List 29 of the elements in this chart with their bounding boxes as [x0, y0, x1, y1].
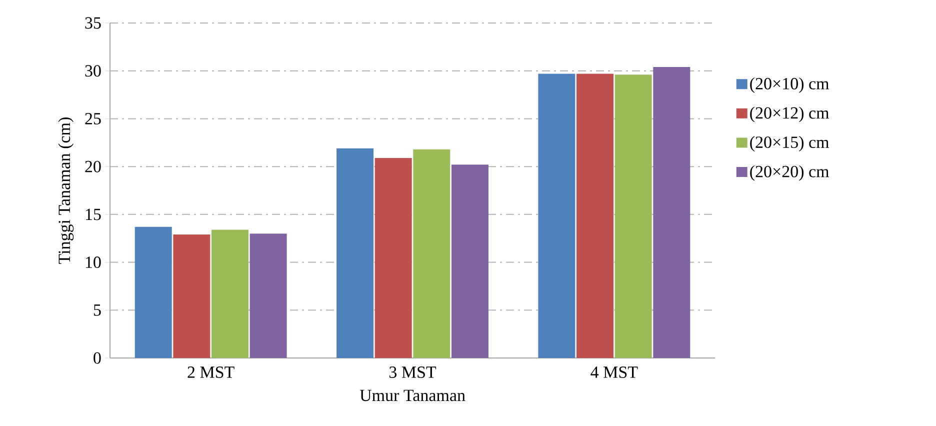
bar: [250, 234, 287, 358]
legend-label: (20×12) cm: [750, 106, 830, 122]
bar: [413, 149, 450, 358]
y-tick-label: 0: [94, 352, 101, 364]
y-axis-title: Tinggi Tanaman (cm): [58, 118, 74, 264]
legend-label: (20×10) cm: [750, 77, 830, 93]
x-axis-title: Umur Tanaman: [360, 390, 466, 402]
bar: [653, 67, 690, 358]
bar: [538, 74, 576, 358]
y-tick-label: 20: [85, 160, 101, 172]
y-tick-label: 5: [94, 304, 101, 316]
y-tick-label: 25: [85, 113, 101, 124]
bar: [374, 158, 412, 358]
y-tick-label: 15: [86, 208, 101, 220]
bar: [336, 148, 374, 358]
x-tick-label: 3 MST: [389, 366, 436, 378]
bar: [173, 234, 210, 358]
bar: [211, 230, 248, 358]
y-tick-label: 35: [85, 17, 101, 29]
y-tick-label: 30: [85, 65, 101, 77]
x-tick-label: 2 MST: [188, 366, 234, 378]
legend-label: (20×15) cm: [750, 136, 830, 152]
x-tick-label: 4 MST: [590, 366, 638, 378]
bar: [134, 226, 172, 358]
y-tick-label: 10: [86, 256, 101, 268]
bar: [614, 74, 652, 358]
bar: [451, 164, 488, 358]
bar: [576, 74, 614, 358]
legend-label: (20×20) cm: [750, 165, 830, 181]
